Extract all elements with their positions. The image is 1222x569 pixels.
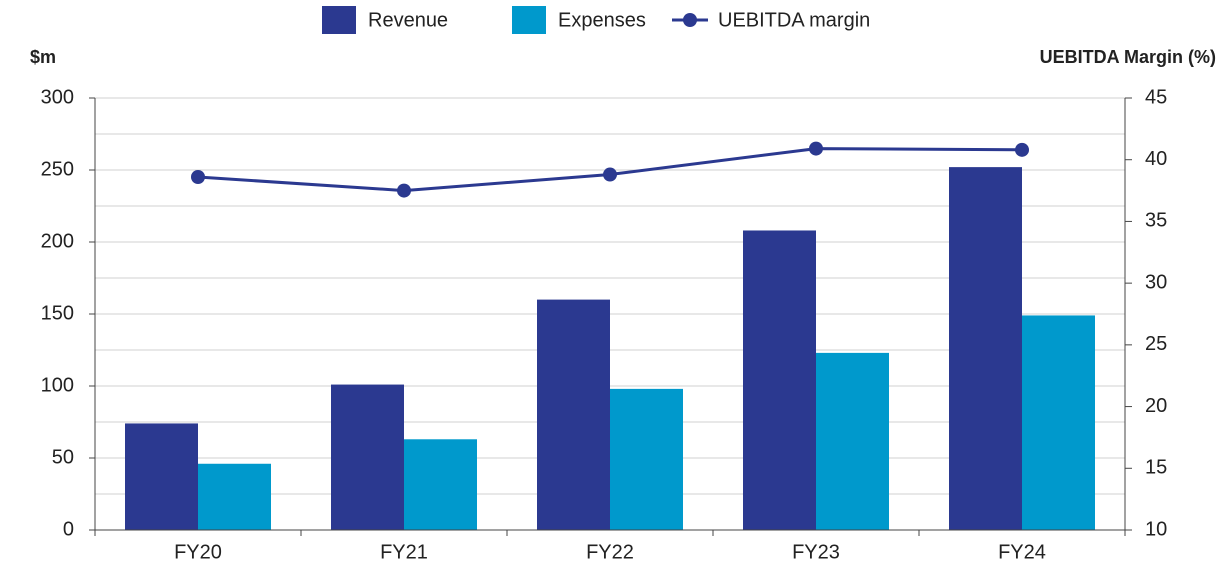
y-tick-label: 150 (41, 302, 74, 324)
y-tick-label: 0 (63, 518, 74, 540)
line-point (397, 183, 411, 198)
x-tick-label: FY21 (380, 541, 428, 563)
y2-tick-label: 20 (1145, 395, 1167, 417)
bar (743, 230, 816, 531)
y2-tick-label: 35 (1145, 210, 1167, 232)
y2-tick-label: 45 (1145, 86, 1167, 108)
bar (816, 352, 889, 530)
bar (198, 463, 271, 530)
y-tick-label: 300 (41, 86, 74, 108)
bar (610, 388, 683, 530)
y2-tick-label: 40 (1145, 148, 1167, 170)
y-tick-label: 50 (52, 446, 74, 468)
bar (1022, 315, 1095, 530)
bar (949, 167, 1022, 530)
x-tick-label: FY23 (792, 541, 840, 563)
line-point (191, 169, 205, 184)
x-tick-label: FY20 (174, 541, 222, 563)
x-tick-label: FY22 (586, 541, 634, 563)
bar (404, 439, 477, 530)
y2-tick-label: 30 (1145, 271, 1167, 293)
legend-swatch (512, 6, 546, 34)
bar (331, 384, 404, 530)
y-tick-label: 200 (41, 230, 74, 252)
legend-label: Expenses (558, 9, 646, 31)
y-tick-label: 100 (41, 374, 74, 396)
legend-label: Revenue (368, 9, 448, 31)
y-tick-label: 250 (41, 158, 74, 180)
y2-tick-label: 15 (1145, 457, 1167, 479)
y-axis-title: $m (30, 47, 56, 67)
bar (125, 423, 198, 530)
x-tick-label: FY24 (998, 541, 1046, 563)
y2-axis-title: UEBITDA Margin (%) (1040, 47, 1216, 67)
line-point (603, 167, 617, 182)
line-point (1015, 142, 1029, 157)
y2-tick-label: 25 (1145, 333, 1167, 355)
line-point (809, 141, 823, 156)
legend-marker (683, 13, 697, 27)
legend-swatch (322, 6, 356, 34)
legend-label: UEBITDA margin (718, 9, 870, 31)
y2-tick-label: 10 (1145, 518, 1167, 540)
bar (537, 299, 610, 530)
